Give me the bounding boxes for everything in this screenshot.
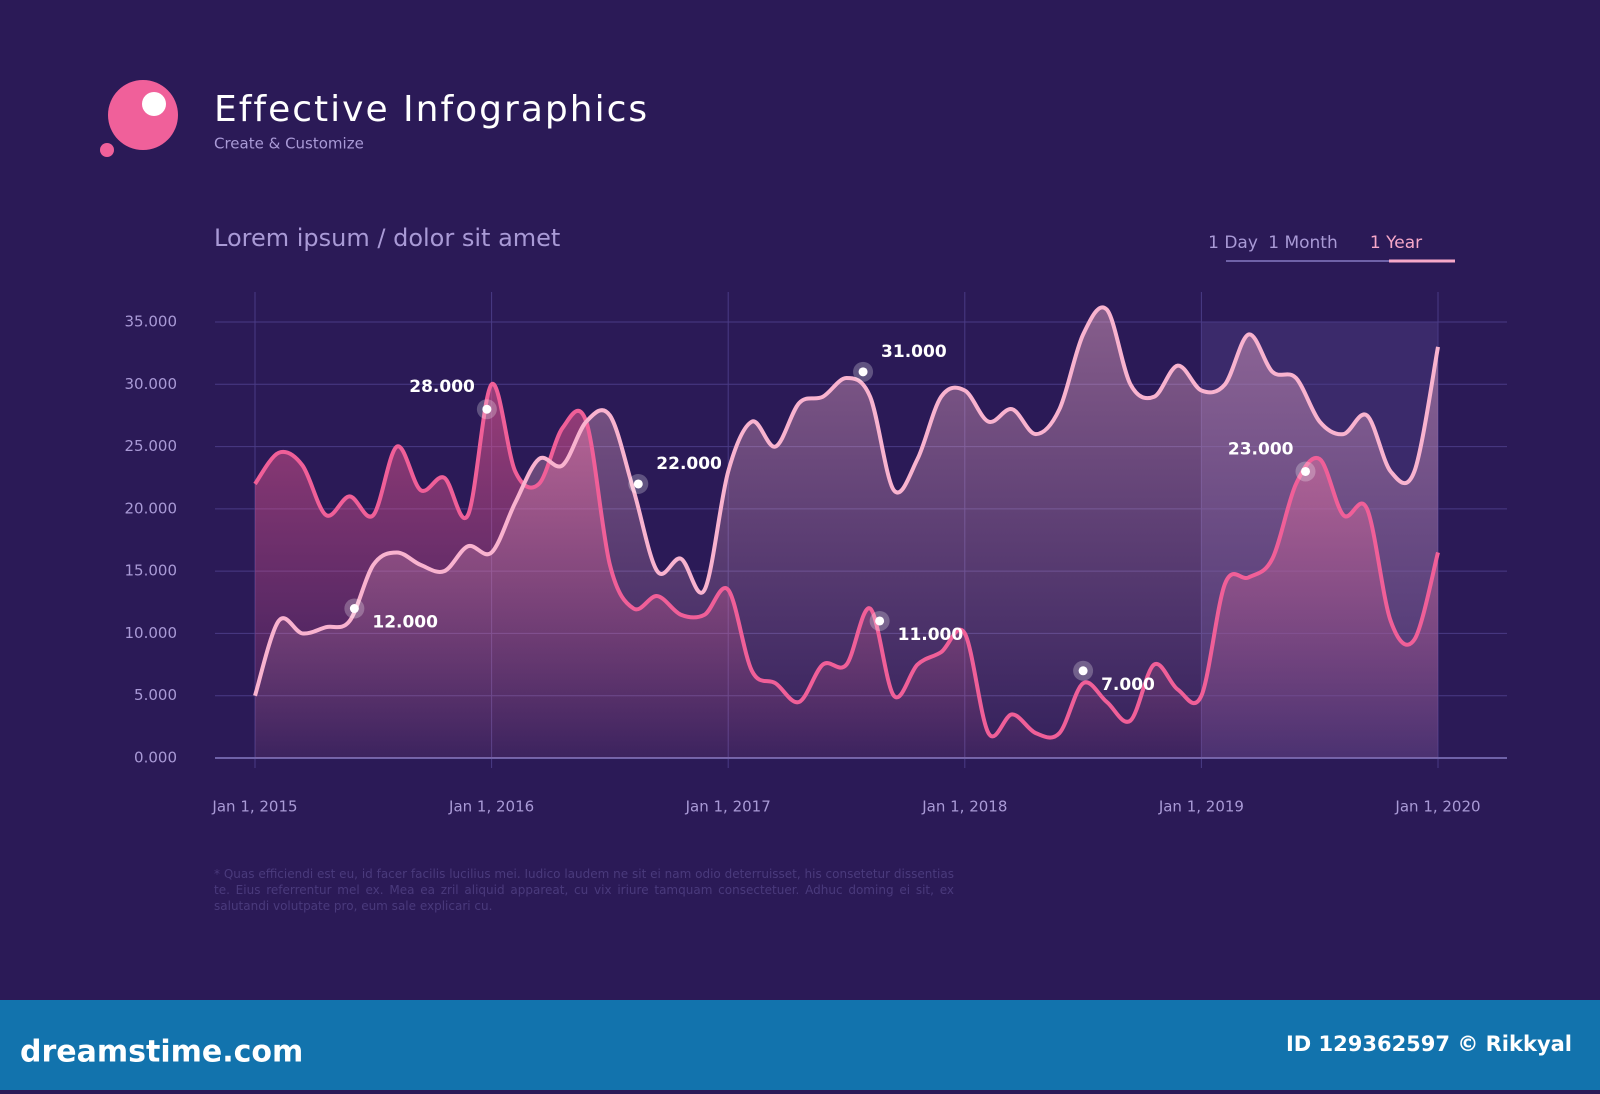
annotation-point	[875, 616, 885, 626]
annotation-point	[482, 404, 492, 414]
annotation-label: 11.000	[898, 625, 964, 645]
x-tick-label: Jan 1, 2017	[685, 798, 771, 816]
y-tick-label: 10.000	[125, 624, 178, 642]
footer-credit: ID 129362597 © Rikkyal	[1286, 1032, 1572, 1056]
logo-highlight	[142, 92, 166, 116]
subtitle: Create & Customize	[214, 135, 364, 153]
footer-brand: dreamstime.com	[20, 1035, 303, 1070]
annotation-point	[1301, 466, 1311, 476]
y-tick-label: 25.000	[125, 437, 178, 455]
annotation-label: 7.000	[1101, 675, 1155, 695]
y-tick-label: 15.000	[125, 562, 178, 580]
y-tick-label: 30.000	[125, 375, 178, 393]
x-tick-label: Jan 1, 2018	[921, 798, 1007, 816]
x-tick-label: Jan 1, 2016	[448, 798, 534, 816]
annotation-point	[1078, 666, 1088, 676]
annotation-point	[633, 479, 643, 489]
tab[interactable]: 1 Day	[1208, 233, 1258, 253]
x-tick-label: Jan 1, 2019	[1158, 798, 1244, 816]
line-series	[253, 382, 1440, 740]
footer-bar	[0, 1000, 1600, 1090]
line-series	[253, 305, 1440, 697]
annotation-label: 12.000	[372, 613, 438, 633]
y-tick-label: 35.000	[125, 313, 178, 331]
y-tick-label: 0.000	[134, 749, 177, 767]
annotation-label: 23.000	[1228, 439, 1294, 459]
logo-dot	[100, 143, 114, 157]
annotation-label: 22.000	[656, 454, 722, 474]
tab[interactable]: 1 Month	[1268, 233, 1338, 253]
x-tick-label: Jan 1, 2020	[1394, 798, 1480, 816]
tab[interactable]: 1 Year	[1370, 233, 1422, 253]
annotation-label: 31.000	[881, 342, 947, 362]
area	[255, 307, 1438, 758]
x-tick-label: Jan 1, 2015	[211, 798, 297, 816]
y-tick-label: 20.000	[125, 499, 178, 517]
annotation-label: 28.000	[409, 377, 475, 397]
title: Effective Infographics	[214, 89, 649, 130]
chart-heading: Lorem ipsum / dolor sit amet	[214, 224, 560, 252]
annotation-point	[858, 367, 868, 377]
footnote: * Quas efficiendi est eu, id facer facil…	[214, 867, 954, 913]
y-tick-label: 5.000	[134, 686, 177, 704]
logo	[108, 80, 178, 150]
annotation-point	[349, 604, 359, 614]
